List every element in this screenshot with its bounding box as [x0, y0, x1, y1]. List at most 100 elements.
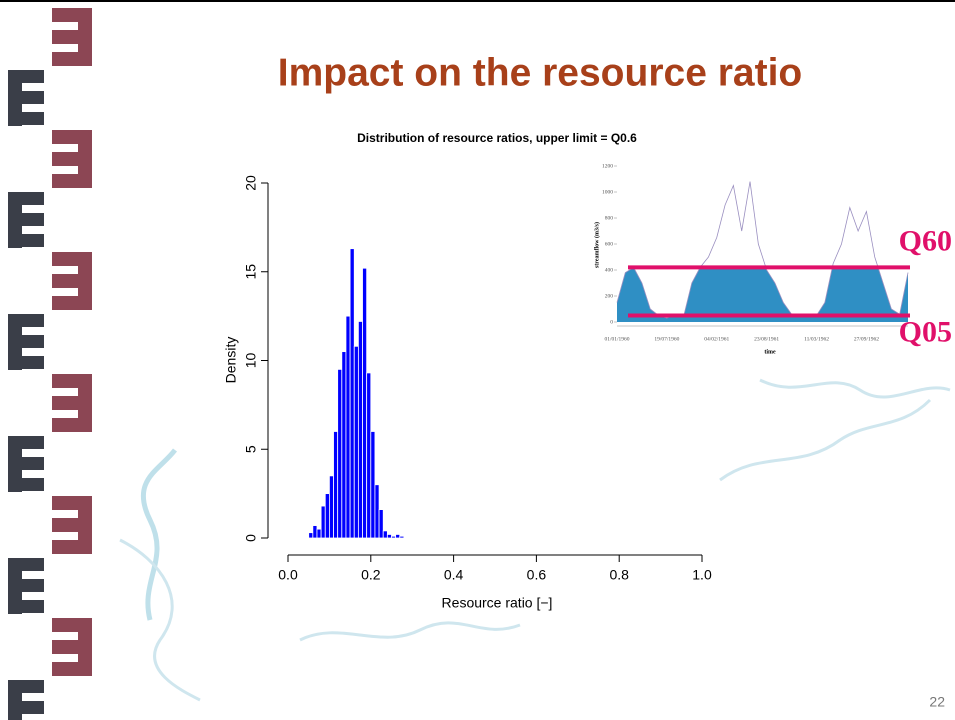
- y-tick-label: 200: [605, 293, 614, 299]
- histogram: Distribution of resource ratios, upper l…: [223, 131, 712, 611]
- bar: [328, 475, 334, 539]
- x-axis-label: time: [764, 349, 776, 355]
- x-tick-label: 0.8: [609, 567, 629, 583]
- flow-area: [617, 267, 908, 322]
- comb-tooth: [52, 52, 92, 66]
- comb-tooth: [52, 152, 92, 166]
- bar: [316, 528, 322, 539]
- flow-line: [616, 181, 909, 319]
- comb-tooth: [8, 91, 44, 104]
- y-tick-label: 20: [243, 175, 259, 191]
- x-tick-label: 11/03/1962: [804, 336, 829, 342]
- comb-tooth: [8, 701, 44, 714]
- comb-tooth: [52, 418, 92, 432]
- bar: [357, 321, 363, 539]
- page-number: 22: [929, 694, 945, 710]
- side-decoration: [8, 8, 92, 720]
- y-tick-label: 400: [605, 267, 614, 273]
- x-tick-label: 0.4: [444, 567, 464, 583]
- inset-background: [605, 158, 912, 358]
- bar: [386, 534, 392, 539]
- comb-tooth: [8, 558, 44, 571]
- comb-tooth: [52, 252, 92, 266]
- comb-tooth: [52, 374, 92, 388]
- bar: [366, 372, 372, 539]
- x-tick-label: 04/02/1961: [704, 336, 729, 342]
- comb-tooth: [8, 600, 44, 613]
- threshold-label: Q05: [899, 315, 952, 348]
- comb-tooth: [52, 640, 92, 654]
- comb-tooth: [8, 457, 44, 470]
- comb-tooth: [52, 174, 92, 188]
- x-tick-label: 0.2: [361, 567, 381, 583]
- bar: [349, 248, 355, 539]
- river-decoration: [119, 378, 951, 702]
- comb-tooth: [52, 296, 92, 310]
- comb-tooth: [52, 130, 92, 144]
- y-tick-label: 0: [610, 319, 613, 325]
- comb-tooth: [8, 579, 44, 592]
- comb-tooth: [8, 234, 44, 247]
- threshold-label: Q60: [899, 224, 952, 257]
- bar: [320, 505, 326, 539]
- bar: [391, 535, 397, 539]
- comb-tooth: [8, 192, 44, 205]
- x-axis-label: Resource ratio [−]: [442, 595, 553, 611]
- x-tick-label: 1.0: [692, 567, 712, 583]
- comb-tooth: [8, 70, 44, 83]
- bar: [374, 484, 380, 539]
- comb-tooth: [8, 356, 44, 369]
- bar: [337, 368, 343, 539]
- x-tick-label: 19/07/1960: [654, 336, 679, 342]
- comb-tooth: [52, 618, 92, 632]
- bar: [353, 345, 359, 539]
- comb-tooth: [52, 396, 92, 410]
- bar: [324, 493, 330, 539]
- bar: [362, 267, 368, 539]
- bar: [378, 509, 384, 539]
- y-tick-label: 800: [605, 215, 614, 221]
- y-tick-label: 1000: [602, 189, 613, 195]
- comb-tooth: [52, 274, 92, 288]
- x-tick-label: 27/09/1962: [854, 336, 879, 342]
- chart-title: Distribution of resource ratios, upper l…: [357, 131, 637, 145]
- comb-tooth: [52, 8, 92, 22]
- comb-tooth: [52, 662, 92, 676]
- inset-chart: 0 200 400 600 800 1000 1200 01/01/1960 19/07/196…: [593, 158, 952, 358]
- x-tick-label: 01/01/1960: [604, 336, 629, 342]
- comb-tooth: [8, 436, 44, 449]
- bar: [308, 532, 314, 539]
- comb-tooth: [8, 335, 44, 348]
- comb-tooth: [8, 478, 44, 491]
- bar: [370, 431, 376, 539]
- y-axis-label: Density: [223, 337, 239, 384]
- y-tick-label: 10: [243, 353, 259, 369]
- bar: [333, 431, 339, 539]
- comb-tooth: [52, 540, 92, 554]
- bar: [341, 351, 347, 539]
- y-tick-label: 0: [243, 534, 259, 542]
- y-tick-label: 600: [605, 241, 614, 247]
- comb-tooth: [8, 112, 44, 125]
- comb-tooth: [8, 213, 44, 226]
- y-tick-label: 1200: [602, 163, 613, 169]
- bar: [382, 530, 388, 539]
- y-tick-label: 15: [243, 264, 259, 280]
- y-tick-label: 5: [243, 445, 259, 453]
- comb-tooth: [8, 680, 44, 693]
- bar: [312, 525, 318, 539]
- bar: [345, 315, 351, 539]
- y-axis-label: streamflow (m3/s): [593, 222, 600, 268]
- x-tick-label: 23/08/1961: [754, 336, 779, 342]
- slide-title: Impact on the resource ratio: [278, 51, 802, 94]
- comb-tooth: [52, 30, 92, 44]
- x-tick-label: 0.0: [278, 567, 298, 583]
- comb-tooth: [8, 314, 44, 327]
- bar: [395, 534, 401, 539]
- comb-tooth: [52, 496, 92, 510]
- bar: [399, 535, 405, 539]
- x-tick-label: 0.6: [527, 567, 547, 583]
- comb-tooth: [52, 518, 92, 532]
